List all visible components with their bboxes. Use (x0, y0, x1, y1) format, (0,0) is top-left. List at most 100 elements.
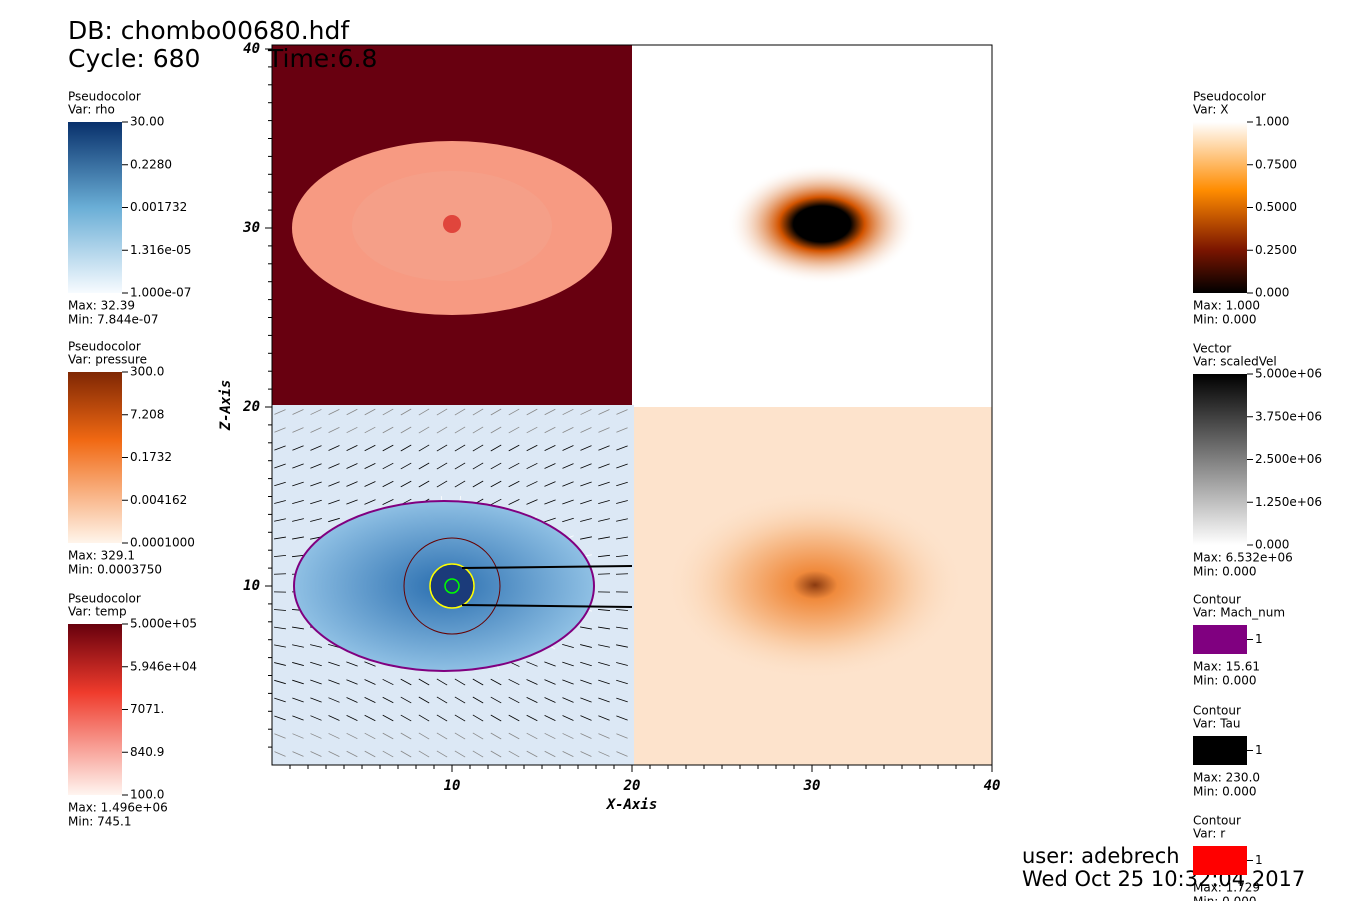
velocity-arrow (454, 426, 466, 434)
velocity-arrow (273, 554, 287, 558)
x-tick-label: 10 (444, 778, 461, 794)
velocity-arrow (472, 696, 484, 704)
colorbar-label: 30.00 (130, 115, 164, 129)
velocity-arrow (274, 445, 286, 451)
velocity-arrow (328, 733, 340, 739)
velocity-arrow (562, 750, 574, 758)
velocity-arrow (526, 714, 538, 722)
colorbar-label: 7.208 (130, 407, 164, 421)
velocity-arrow (580, 626, 592, 630)
velocity-arrow (597, 573, 611, 575)
legend-min: Min: 7.844e-07 (68, 313, 159, 327)
velocity-arrow (472, 462, 484, 470)
velocity-arrow (544, 715, 556, 721)
velocity-arrow (274, 481, 286, 487)
legend-min: Min: 0.0003750 (68, 563, 162, 577)
velocity-arrow (310, 445, 322, 451)
velocity-arrow (274, 662, 286, 666)
velocity-arrow (436, 696, 448, 704)
colorbar-label: 300.0 (130, 365, 164, 379)
velocity-arrow (490, 444, 502, 452)
velocity-arrow (580, 733, 592, 739)
colorbar (68, 122, 122, 293)
velocity-arrow (454, 408, 466, 416)
velocity-arrow (382, 499, 394, 505)
velocity-arrow (400, 426, 412, 434)
colorbar-label: 1 (1255, 632, 1263, 646)
velocity-arrow (328, 517, 340, 523)
z-tick-label: 30 (242, 220, 260, 236)
velocity-arrow (418, 678, 430, 686)
velocity-arrow (562, 445, 574, 451)
velocity-arrow (328, 750, 340, 758)
velocity-arrow (580, 751, 592, 757)
velocity-arrow (454, 444, 466, 452)
velocity-arrow (328, 445, 340, 451)
z-tick-label: 20 (242, 399, 260, 415)
velocity-arrow (454, 480, 466, 488)
velocity-arrow (508, 714, 520, 722)
velocity-arrow (616, 500, 628, 504)
velocity-arrow (616, 751, 628, 757)
velocity-arrow (544, 463, 556, 469)
velocity-arrow (292, 644, 304, 648)
legend-max: Max: 6.532e+06 (1193, 551, 1293, 565)
velocity-arrow (562, 679, 574, 685)
colorbar-label: 2.500e+06 (1255, 452, 1322, 466)
velocity-arrow (364, 444, 376, 452)
legend-plot: Contour (1193, 814, 1241, 828)
legend-max: Max: 32.39 (68, 299, 135, 313)
velocity-arrow (544, 750, 556, 758)
legend-max: Max: 1.496e+06 (68, 801, 168, 815)
velocity-arrow (273, 609, 287, 611)
velocity-arrow (382, 714, 394, 722)
legend-min: Min: 0.000 (1193, 895, 1257, 901)
z-axis-label: Z-Axis (218, 380, 234, 432)
velocity-arrow (526, 408, 538, 416)
velocity-arrow (616, 409, 628, 415)
velocity-arrow (490, 426, 502, 434)
z-tick-label: 40 (243, 41, 260, 57)
velocity-arrow (454, 750, 466, 758)
velocity-arrow (274, 409, 286, 415)
velocity-arrow (454, 732, 466, 740)
velocity-arrow (274, 733, 286, 739)
velocity-arrow (310, 644, 322, 648)
legend-min: Min: 0.000 (1193, 565, 1257, 579)
legend-var: Var: Mach_num (1193, 606, 1285, 620)
velocity-arrow (526, 661, 538, 667)
velocity-arrow (580, 644, 592, 648)
velocity-arrow (310, 715, 322, 721)
velocity-arrow (598, 679, 610, 685)
colorbar-label: 0.001732 (130, 200, 187, 214)
velocity-arrow (291, 554, 305, 558)
x-axis-label: X-Axis (606, 797, 658, 813)
velocity-arrow (526, 732, 538, 740)
velocity-arrow (526, 750, 538, 758)
colorbar (1193, 625, 1247, 654)
velocity-arrow (598, 715, 610, 721)
velocity-arrow (436, 480, 448, 488)
velocity-arrow (400, 408, 412, 416)
velocity-arrow (616, 445, 628, 451)
velocity-arrow (364, 408, 376, 416)
velocity-arrow (436, 444, 448, 452)
velocity-arrow (580, 445, 592, 451)
velocity-arrow (382, 480, 394, 488)
velocity-arrow (580, 661, 592, 667)
velocity-arrow (364, 714, 376, 722)
velocity-arrow (616, 715, 628, 721)
velocity-arrow (346, 499, 358, 505)
velocity-arrow (274, 697, 286, 703)
velocity-arrow (544, 426, 556, 434)
velocity-arrow (364, 499, 376, 505)
velocity-arrow (292, 733, 304, 739)
velocity-arrow (292, 679, 304, 685)
velocity-arrow (418, 714, 430, 722)
velocity-arrow (436, 732, 448, 740)
velocity-arrow (597, 609, 611, 611)
velocity-arrow (580, 481, 592, 487)
colorbar (68, 372, 122, 543)
velocity-arrow (274, 644, 286, 648)
velocity-arrow (292, 427, 304, 433)
